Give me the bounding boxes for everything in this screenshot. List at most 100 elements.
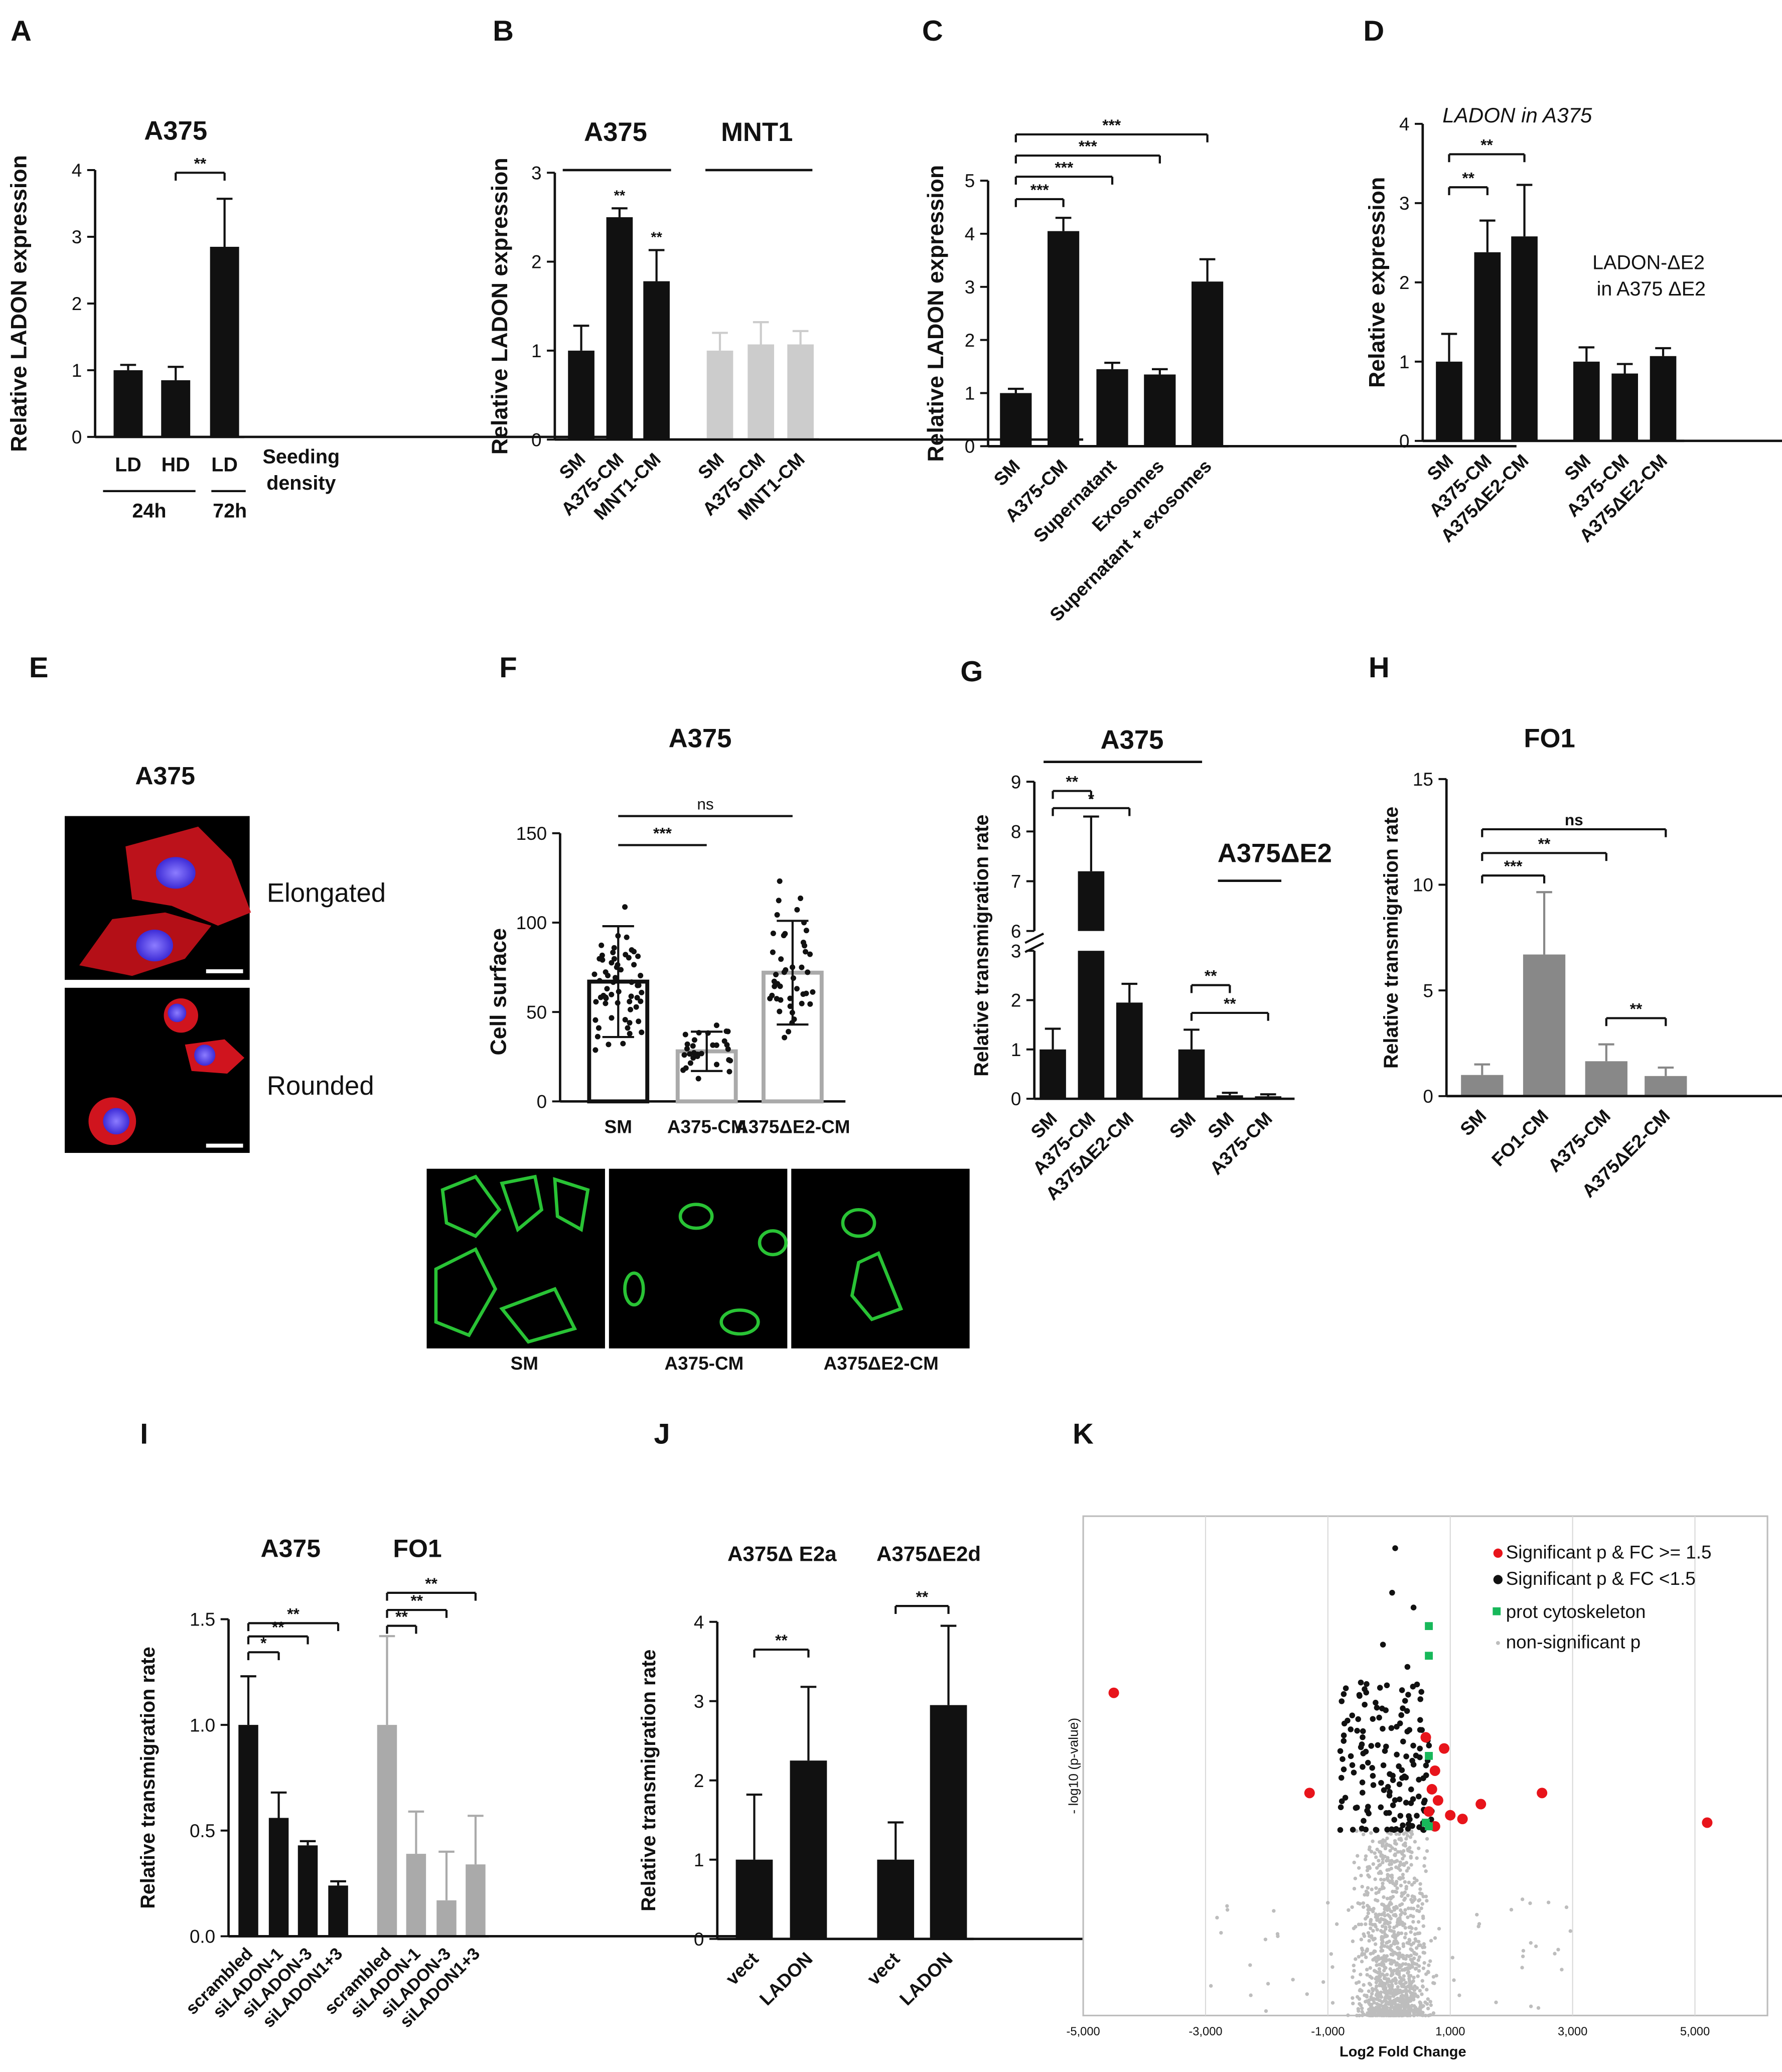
- y-tick-label: 3: [1399, 193, 1410, 214]
- bar: [1611, 373, 1638, 441]
- data-point-significant-large-fc: [1432, 1795, 1443, 1806]
- panel-letter-G: G: [960, 656, 983, 688]
- data-point-nonsignificant: [1359, 1922, 1364, 1927]
- data-point-significant-small-fc: [1390, 1802, 1396, 1809]
- data-point-nonsignificant: [1373, 1877, 1377, 1881]
- data-point-significant-large-fc: [1423, 1806, 1434, 1817]
- data-point-significant-small-fc: [1408, 1800, 1414, 1806]
- data-point: [690, 1043, 696, 1049]
- data-point-nonsignificant: [1402, 1849, 1406, 1853]
- data-point: [639, 1029, 645, 1035]
- data-point-nonsignificant: [1382, 1983, 1386, 1987]
- data-point-significant-small-fc: [1391, 1817, 1397, 1823]
- data-point-nonsignificant: [1351, 1975, 1355, 1979]
- bar: [1078, 951, 1105, 1099]
- y-tick-label: 15: [1413, 769, 1433, 790]
- bar: [1474, 252, 1501, 441]
- chart-title: A375: [144, 116, 207, 145]
- data-point-nonsignificant: [1494, 2000, 1498, 2004]
- data-point-nonsignificant: [1564, 1905, 1569, 1909]
- y-tick-label: 1: [72, 360, 82, 381]
- data-point-nonsignificant: [1384, 2002, 1388, 2007]
- data-point: [777, 1008, 783, 1014]
- data-point-nonsignificant: [1386, 1873, 1390, 1877]
- data-point-nonsignificant: [1321, 1980, 1325, 1984]
- data-point-nonsignificant: [1209, 1984, 1213, 1988]
- bar: [1217, 1095, 1243, 1099]
- y-axis-label: - log10 (p-value): [1066, 1718, 1081, 1814]
- data-point-nonsignificant: [1401, 1876, 1405, 1880]
- data-point-nonsignificant: [1378, 1869, 1382, 1874]
- data-point-nonsignificant: [1377, 1963, 1381, 1967]
- data-point: [638, 973, 644, 979]
- data-point-nonsignificant: [1407, 1977, 1411, 1981]
- data-point-nonsignificant: [1409, 1863, 1413, 1867]
- data-point-nonsignificant: [1378, 1957, 1382, 1961]
- significance-label: **: [1205, 967, 1217, 985]
- data-point-nonsignificant: [1426, 1997, 1430, 2001]
- bar: [1096, 369, 1128, 447]
- data-point-nonsignificant: [1367, 1939, 1371, 1943]
- data-point-nonsignificant: [1367, 1875, 1371, 1879]
- data-point-nonsignificant: [1382, 1878, 1386, 1882]
- data-point-nonsignificant: [1369, 1919, 1373, 1923]
- data-point-significant-small-fc: [1418, 1689, 1424, 1695]
- data-point-nonsignificant: [1373, 1851, 1377, 1855]
- data-point-nonsignificant: [1359, 2003, 1363, 2007]
- data-point: [772, 983, 778, 989]
- data-point-nonsignificant: [1399, 2009, 1403, 2013]
- data-point-significant-small-fc: [1426, 1742, 1432, 1748]
- data-point-nonsignificant: [1351, 1939, 1355, 1944]
- nucleus: [194, 1045, 216, 1066]
- data-point-significant-small-fc: [1405, 1692, 1411, 1698]
- panel-letter-B: B: [493, 15, 514, 47]
- data-point-nonsignificant: [1389, 1962, 1394, 1966]
- data-point-nonsignificant: [1362, 1983, 1366, 1987]
- data-point-nonsignificant: [1373, 1942, 1378, 1946]
- data-point-nonsignificant: [1412, 1880, 1416, 1885]
- data-point-nonsignificant: [1225, 1908, 1230, 1912]
- x-tick-label: SM: [1165, 1108, 1200, 1142]
- data-point-nonsignificant: [1398, 1903, 1402, 1907]
- green-cell: [553, 1177, 590, 1232]
- data-point-nonsignificant: [1398, 1850, 1403, 1854]
- green-cell: [499, 1287, 577, 1344]
- data-point-nonsignificant: [1417, 1898, 1421, 1903]
- y-tick-label: 0: [694, 1929, 704, 1950]
- data-point-significant-small-fc: [1378, 1780, 1384, 1786]
- data-point-nonsignificant: [1366, 1886, 1370, 1890]
- data-point-nonsignificant: [1272, 1909, 1276, 1913]
- data-point-nonsignificant: [1354, 1981, 1359, 1985]
- data-point-nonsignificant: [1330, 2001, 1335, 2005]
- data-point-nonsignificant: [1381, 1903, 1386, 1907]
- data-point-nonsignificant: [1399, 1883, 1403, 1888]
- data-point-nonsignificant: [1410, 1964, 1414, 1968]
- data-point-nonsignificant: [1392, 1989, 1397, 1993]
- data-point-nonsignificant: [1404, 1985, 1408, 1990]
- data-point: [609, 991, 615, 997]
- panel-letter-J: J: [654, 1418, 670, 1450]
- data-point: [774, 912, 780, 918]
- data-point-significant-small-fc: [1374, 1705, 1380, 1711]
- data-point-nonsignificant: [1427, 1963, 1431, 1967]
- data-point-nonsignificant: [1396, 2006, 1401, 2011]
- data-point-nonsignificant: [1384, 1977, 1388, 1981]
- data-point-nonsignificant: [1417, 1940, 1421, 1944]
- data-point-nonsignificant: [1360, 2010, 1364, 2014]
- data-point-nonsignificant: [1400, 1920, 1404, 1925]
- data-point-nonsignificant: [1396, 1947, 1401, 1951]
- y-tick-label: 4: [965, 224, 975, 244]
- data-point-nonsignificant: [1406, 1906, 1411, 1910]
- y-tick-label: 4: [1399, 114, 1410, 134]
- data-point-nonsignificant: [1399, 1994, 1403, 1998]
- data-point-nonsignificant: [1425, 1837, 1429, 1841]
- data-point-nonsignificant: [1369, 1926, 1373, 1931]
- data-point: [799, 1000, 805, 1006]
- data-point-significant-small-fc: [1401, 1773, 1408, 1780]
- data-point-nonsignificant: [1418, 2001, 1423, 2005]
- data-point-nonsignificant: [1370, 2010, 1374, 2014]
- data-point-significant-small-fc: [1376, 1714, 1382, 1721]
